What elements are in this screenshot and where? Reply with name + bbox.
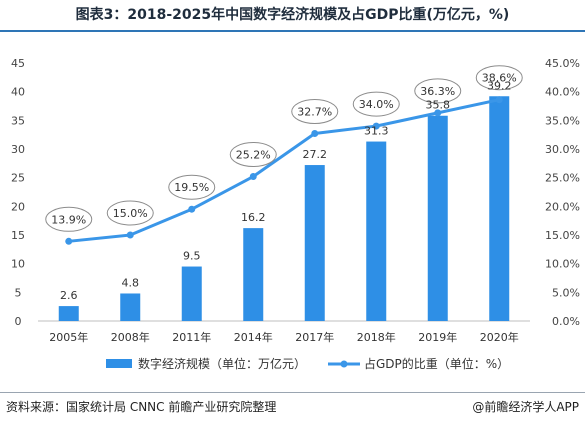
bar — [304, 165, 325, 321]
ratio-point — [65, 237, 73, 245]
y-left-tick-label: 10 — [11, 258, 25, 271]
x-tick-label: 2017年 — [295, 330, 334, 344]
bar — [58, 306, 79, 321]
chart: 0 5 10 15 20 25 30 35 40 45 0.0% 5.0% 10.0% 15.0% 20.0… — [11, 57, 580, 371]
y-right-tick-label: 35.0% — [545, 114, 580, 127]
ratio-point — [188, 205, 196, 213]
bar — [489, 96, 510, 322]
ratio-point — [249, 173, 257, 181]
ratio-data-label: 19.5% — [174, 181, 209, 194]
ratio-data-label: 38.6% — [482, 72, 517, 85]
bar-data-label: 16.2 — [241, 211, 266, 224]
ratio-data-label: 15.0% — [113, 207, 148, 220]
bar — [181, 266, 202, 321]
y-right-tick-label: 30.0% — [545, 143, 580, 156]
source-note: 资料来源：国家统计局 CNNC 前瞻产业研究院整理 — [6, 400, 277, 414]
y-left-tick-label: 20 — [11, 200, 25, 213]
chart-title: 图表3：2018-2025年中国数字经济规模及占GDP比重(万亿元，%) — [75, 7, 510, 23]
y-left-tick-label: 0 — [15, 315, 22, 328]
y-left-tick-label: 35 — [11, 114, 25, 127]
y-right-tick-label: 45.0% — [545, 57, 580, 70]
ratio-label-bubble — [475, 65, 523, 91]
x-tick-label: 2019年 — [418, 330, 457, 344]
ratio-point — [495, 96, 503, 104]
y-left-tick-label: 40 — [11, 86, 25, 99]
ratio-point — [434, 109, 442, 117]
y-left-tick-label: 15 — [11, 229, 25, 242]
y-right-tick-label: 25.0% — [545, 172, 580, 185]
y-right-tick-label: 40.0% — [545, 86, 580, 99]
legend-line-label: 占GDP的比重（单位：%） — [364, 356, 509, 371]
y-left-tick-label: 30 — [11, 143, 25, 156]
ratio-label-bubble — [168, 174, 216, 200]
ratio-label-bubble — [352, 91, 400, 117]
ratio-label-bubble — [45, 206, 93, 232]
bar-data-label: 4.8 — [122, 276, 140, 289]
ratio-point — [372, 122, 380, 130]
x-tick-label: 2011年 — [172, 330, 211, 344]
brand-credit: @前瞻经济学人APP — [472, 400, 579, 414]
bar-data-label: 9.5 — [183, 250, 201, 263]
bar — [243, 228, 264, 321]
bar — [366, 141, 387, 321]
ratio-data-label: 13.9% — [51, 213, 86, 226]
y-right-tick-label: 20.0% — [545, 200, 580, 213]
footer-rule — [0, 392, 585, 393]
ratio-data-label: 34.0% — [359, 98, 394, 111]
ratio-label-bubble — [229, 142, 277, 168]
legend-line-marker — [340, 360, 348, 368]
bar-data-label: 27.2 — [303, 148, 328, 161]
y-right-tick-label: 15.0% — [545, 229, 580, 242]
x-tick-label: 2020年 — [480, 330, 519, 344]
bar-data-label: 2.6 — [60, 289, 78, 302]
bar-data-label: 31.3 — [364, 125, 389, 138]
x-tick-label: 2008年 — [111, 330, 150, 344]
ratio-label-bubble — [291, 99, 339, 125]
bar — [120, 293, 141, 321]
bar-data-label: 35.8 — [426, 99, 451, 112]
bar-data-label: 39.2 — [487, 79, 512, 92]
ratio-data-label: 25.2% — [236, 149, 271, 162]
x-tick-label: 2014年 — [234, 330, 273, 344]
x-tick-label: 2018年 — [357, 330, 396, 344]
ratio-line — [68, 98, 500, 243]
ratio-point — [311, 130, 319, 138]
ratio-data-label: 36.3% — [420, 85, 455, 98]
ratio-label-bubble — [106, 200, 154, 226]
bar — [427, 115, 448, 321]
y-left-tick-label: 5 — [15, 286, 22, 299]
x-tick-label: 2005年 — [49, 330, 88, 344]
y-right-tick-label: 0.0% — [552, 315, 580, 328]
y-left-tick-label: 45 — [11, 57, 25, 70]
ratio-data-label: 32.7% — [297, 106, 332, 119]
y-left-tick-label: 25 — [11, 172, 25, 185]
ratio-point — [126, 231, 134, 239]
ratio-label-bubble — [414, 78, 462, 104]
legend-bar-label: 数字经济规模（单位：万亿元） — [138, 356, 306, 371]
y-right-tick-label: 5.0% — [552, 286, 580, 299]
legend-bar-swatch — [106, 359, 132, 368]
title-rule — [0, 30, 585, 32]
y-right-tick-label: 10.0% — [545, 258, 580, 271]
